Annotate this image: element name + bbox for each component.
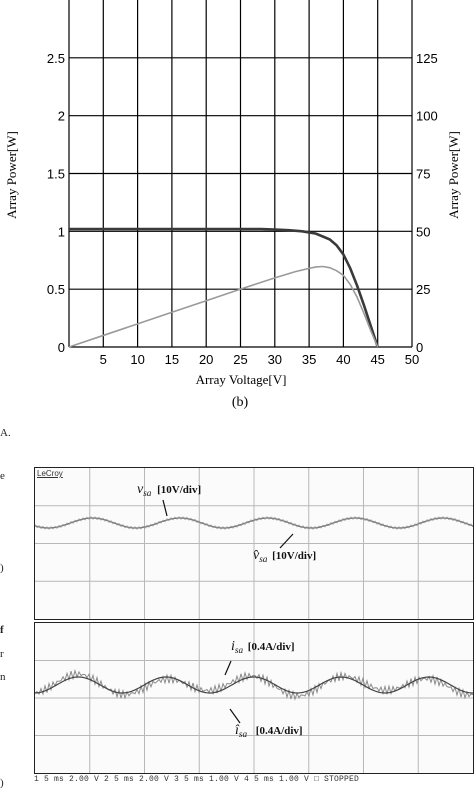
- y-axis-left-label: Array Power[W]: [4, 131, 19, 219]
- x-tick-label: 5: [100, 352, 107, 367]
- isa-label: isa [0.4A/div]: [231, 639, 295, 656]
- y-right-tick-label: 125: [416, 51, 438, 66]
- y-axis-right-label: Array Power[W]: [446, 131, 461, 219]
- figure-caption: (b): [232, 395, 249, 410]
- x-tick-label: 40: [336, 352, 350, 367]
- x-axis-label: Array Voltage[V]: [196, 372, 287, 387]
- scope-status-bar: 1 5 ms 2.00 V 2 5 ms 2.00 V 3 5 ms 1.00 …: [34, 775, 360, 784]
- y-left-tick-label: 1: [58, 224, 65, 239]
- vsa-label: vsa [10V/div]: [137, 482, 202, 499]
- chart-series: [68, 227, 379, 348]
- x-tick-label: 50: [405, 352, 419, 367]
- lecroy-logo: LeCroy: [37, 469, 63, 478]
- text-fragment-r: r: [0, 648, 4, 660]
- text-fragment-paren-2: ): [0, 777, 4, 789]
- y-left-tick-label: 1.5: [47, 167, 65, 182]
- x-tick-label: 25: [233, 352, 247, 367]
- series-line-current: [69, 227, 379, 348]
- x-tick-label: 15: [165, 352, 179, 367]
- text-fragment-f: f: [0, 624, 4, 636]
- x-tick-label: 35: [302, 352, 316, 367]
- vsa-hat-label: v̂sa [10V/div]: [253, 548, 317, 565]
- y-right-tick-label: 100: [416, 109, 438, 124]
- x-tick-label: 10: [130, 352, 144, 367]
- y-left-tick-label: 2.5: [47, 51, 65, 66]
- chart-ticks: 5 10 15 20 25 30 35 40 45 5000.511.522.5025507510…: [47, 51, 438, 367]
- y-left-tick-label: 2: [58, 109, 65, 124]
- text-fragment-a: A.: [0, 427, 11, 439]
- y-left-tick-label: 0.5: [47, 282, 65, 297]
- scope-waveform-voltage: [35, 468, 473, 619]
- text-fragment-paren: ): [0, 562, 4, 574]
- y-right-tick-label: 0: [416, 340, 423, 355]
- y-right-tick-label: 25: [416, 282, 430, 297]
- series-line-power: [68, 265, 379, 348]
- x-tick-label: 30: [268, 352, 282, 367]
- pv-power-chart: 5 10 15 20 25 30 35 40 45 5000.511.522.5025507510…: [4, 0, 461, 410]
- oscilloscope-panel-bottom: isa [0.4A/div] îsa [0.4A/div]: [34, 622, 474, 774]
- y-right-tick-label: 50: [416, 224, 430, 239]
- y-left-tick-label: 0: [58, 340, 65, 355]
- oscilloscope-panel-top: LeCroy vsa [10V/div] v̂sa [10V/div]: [34, 467, 474, 620]
- y-right-tick-label: 75: [416, 167, 430, 182]
- scope-waveform-current: [35, 623, 473, 773]
- x-tick-label: 45: [370, 352, 384, 367]
- text-fragment-e: e: [0, 470, 5, 482]
- text-fragment-n: n: [0, 671, 6, 683]
- isa-hat-label: îsa [0.4A/div]: [235, 723, 303, 740]
- x-tick-label: 20: [199, 352, 213, 367]
